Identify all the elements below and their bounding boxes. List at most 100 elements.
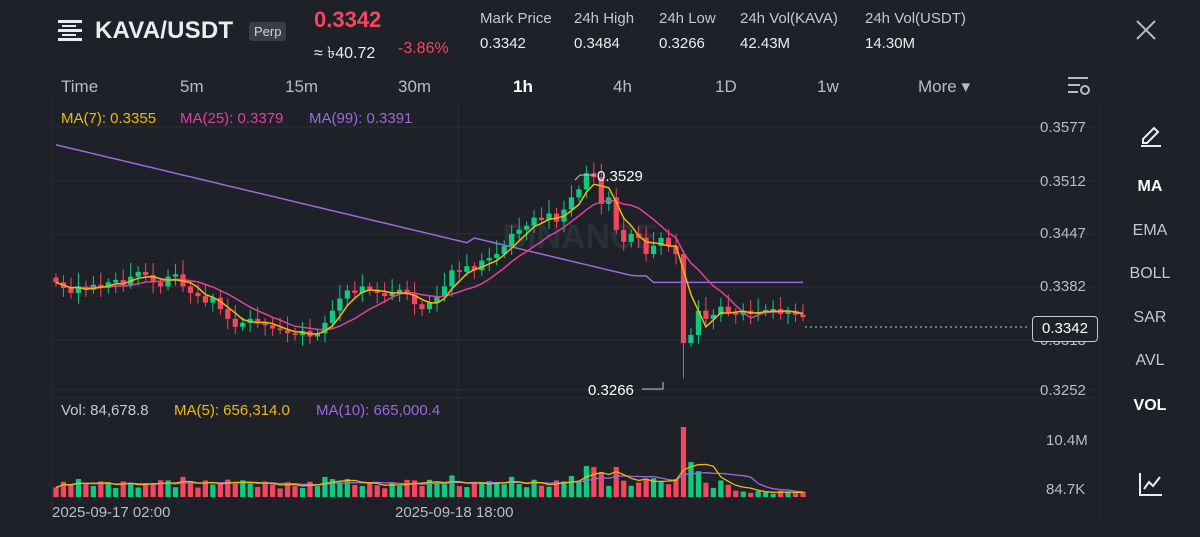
volume-bar [755, 491, 761, 497]
volume-bar [128, 482, 134, 497]
candle-body [434, 296, 440, 303]
volume-bar [105, 483, 111, 497]
volume-bar [688, 462, 694, 497]
tab-more[interactable]: More ▾ [918, 77, 970, 96]
volume-bar [307, 481, 313, 497]
volume-bar [367, 482, 373, 497]
tab-time[interactable]: Time [61, 77, 99, 96]
volume-bar [777, 490, 784, 497]
candle-body [314, 333, 321, 337]
tab-1h[interactable]: 1h [513, 77, 533, 96]
volume-bar [240, 480, 246, 497]
tab-1w[interactable]: 1w [817, 77, 839, 96]
candle-body [292, 333, 298, 335]
candle-body [531, 217, 537, 226]
stat-value-mark-price: 0.3342 [480, 35, 526, 52]
volume-bar [299, 487, 306, 497]
indicator-vol[interactable]: VOL [1133, 397, 1167, 414]
indicator-ma[interactable]: MA [1137, 178, 1163, 195]
pencil-icon[interactable] [1138, 121, 1164, 147]
volume-bar [217, 484, 223, 497]
candle-body [800, 314, 806, 318]
candle-body [703, 310, 709, 319]
candle-body [643, 237, 649, 255]
volume-bar [792, 493, 799, 497]
volume-ma5-line [55, 463, 804, 494]
volume-bar [262, 481, 268, 497]
candle-body [329, 310, 335, 323]
indicator-sar[interactable]: SAR [1133, 309, 1167, 326]
candle-body [344, 290, 350, 299]
candle-body [464, 266, 470, 272]
candle-body [135, 271, 141, 277]
stat-label-24h-high: 24h High [574, 10, 635, 27]
candle-body [733, 312, 739, 315]
volume-bar [195, 487, 201, 497]
candle-body [68, 288, 74, 293]
volume-bar [456, 486, 462, 497]
candle-body [374, 289, 380, 293]
chart-settings-icon[interactable] [1066, 74, 1092, 98]
volume-bar [210, 484, 216, 497]
volume-bar [180, 476, 186, 497]
indicator-avl[interactable]: AVL [1135, 352, 1165, 369]
volume-bar [389, 482, 395, 497]
volume-bar [665, 484, 672, 497]
close-icon[interactable] [1132, 16, 1160, 44]
tab-30m[interactable]: 30m [398, 77, 432, 96]
candle-body [165, 276, 171, 287]
stat-value-24h-vol-base: 42.43M [740, 35, 791, 52]
volume-bar [643, 479, 649, 497]
volume-bar [613, 467, 619, 497]
candle-body [120, 279, 126, 285]
candle-body [240, 322, 246, 327]
candle-body [210, 297, 216, 303]
tab-15m[interactable]: 15m [285, 77, 319, 96]
volume-bar [277, 488, 283, 497]
volume-bar [725, 484, 731, 497]
volume-legend: Vol: 84,678.8 [61, 402, 149, 419]
indicator-ema[interactable]: EMA [1132, 222, 1168, 239]
volume-bar [516, 484, 522, 497]
volume-bar [680, 427, 687, 497]
last-price: 0.3342 [314, 7, 382, 32]
candle-body [150, 275, 156, 283]
volume-bar [157, 480, 164, 497]
ma99-line [55, 144, 803, 284]
volume-bar [673, 478, 679, 497]
volume-bar [113, 487, 119, 497]
candle-body [613, 197, 619, 230]
candle-body [397, 289, 403, 293]
candle-body [419, 304, 425, 310]
candle-body [157, 282, 164, 287]
menu-icon[interactable] [58, 18, 86, 44]
volume-bar [397, 486, 403, 497]
ma25-legend: MA(25): 0.3379 [180, 110, 284, 127]
candlestick-chart[interactable]: BINANCE 0.3529 0.3266 0.3577 0.3512 0.34… [0, 100, 1100, 525]
candle-body [658, 237, 664, 246]
line-chart-icon[interactable] [1138, 471, 1164, 497]
ma25-line [55, 199, 804, 331]
indicator-boll[interactable]: BOLL [1129, 265, 1171, 282]
symbol-title[interactable]: KAVA/USDT [95, 17, 234, 44]
candle-body [411, 294, 418, 305]
volume-bar [165, 480, 171, 497]
tab-1d[interactable]: 1D [715, 77, 737, 96]
volume-bar [449, 475, 455, 497]
volume-bar [382, 488, 388, 497]
candle-body [449, 270, 455, 287]
tab-4h[interactable]: 4h [613, 77, 632, 96]
candle-body [143, 271, 149, 276]
tab-5m[interactable]: 5m [180, 77, 204, 96]
volume-bar [486, 481, 492, 497]
volume-bar [703, 482, 709, 497]
candle-body [98, 284, 104, 289]
candle-body [665, 237, 672, 246]
volume-bar [479, 482, 485, 497]
volume-bar [352, 484, 358, 497]
volume-bar [553, 480, 560, 497]
volume-ma10-legend: MA(10): 665,000.4 [316, 402, 441, 419]
volume-bar [598, 472, 604, 497]
volume-bar [120, 481, 126, 497]
candle-body [710, 314, 716, 319]
